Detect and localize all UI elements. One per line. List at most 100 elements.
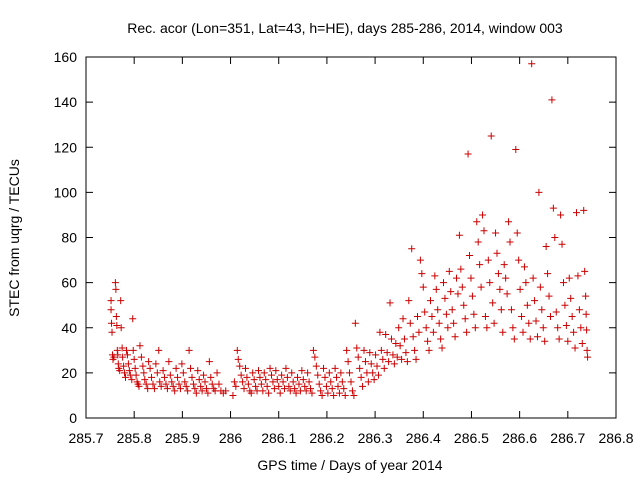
data-point (112, 312, 120, 320)
data-point (269, 378, 277, 386)
data-point (545, 292, 553, 300)
data-point (431, 272, 439, 280)
axis-ticks (85, 56, 617, 419)
data-point (536, 283, 544, 291)
data-point (122, 346, 130, 354)
data-point (200, 371, 208, 379)
data-point (415, 328, 423, 336)
data-point (141, 376, 149, 384)
data-point (243, 373, 251, 381)
data-point (318, 391, 326, 399)
data-point (422, 324, 430, 332)
tick-labels: 285.7 285.8 285.9 286 286.1 286.2 286.3 286.4 28… (54, 49, 634, 446)
data-point (373, 362, 381, 370)
data-point (215, 380, 223, 388)
y-tick-label: 100 (54, 184, 78, 200)
data-point (489, 299, 497, 307)
data-point (146, 364, 154, 372)
data-point (424, 337, 432, 345)
data-point (121, 369, 129, 377)
data-point (575, 306, 583, 314)
data-point (582, 310, 590, 318)
data-point (558, 240, 566, 248)
data-point (129, 346, 137, 354)
data-point (132, 371, 140, 379)
data-point (171, 387, 179, 395)
data-point (241, 364, 249, 372)
data-point (561, 301, 569, 309)
data-point (273, 376, 281, 384)
data-point (140, 369, 148, 377)
data-point (179, 369, 187, 377)
data-point (438, 344, 446, 352)
data-point (389, 351, 397, 359)
data-point (483, 324, 491, 332)
data-point (117, 297, 125, 305)
y-tick-label: 40 (61, 320, 77, 336)
data-point (516, 285, 524, 293)
data-point (322, 382, 330, 390)
data-point (118, 344, 126, 352)
data-point (348, 387, 356, 395)
data-point (198, 387, 206, 395)
data-point (399, 315, 407, 323)
data-point (129, 315, 137, 323)
data-point (522, 279, 530, 287)
data-point (289, 378, 297, 386)
x-tick-label: 285.8 (117, 430, 152, 446)
data-point (369, 369, 377, 377)
data-point (168, 378, 176, 386)
data-point (176, 385, 184, 393)
data-point (247, 389, 255, 397)
data-point (142, 380, 150, 388)
data-point (108, 328, 116, 336)
data-point (361, 358, 369, 366)
data-point (341, 391, 349, 399)
data-point (165, 358, 173, 366)
data-point (382, 331, 390, 339)
data-point (528, 60, 536, 68)
data-point (295, 380, 303, 388)
data-point (492, 229, 500, 237)
data-point (544, 270, 552, 278)
data-point (486, 279, 494, 287)
x-tick-label: 285.9 (165, 430, 200, 446)
data-point (152, 360, 160, 368)
data-point (584, 353, 592, 361)
data-point (460, 301, 468, 309)
data-point (393, 353, 401, 361)
data-point (185, 346, 193, 354)
data-point (281, 385, 289, 393)
data-point (311, 353, 319, 361)
data-point (538, 306, 546, 314)
data-point (367, 360, 375, 368)
y-tick-label: 0 (69, 410, 77, 426)
data-point (174, 373, 182, 381)
data-point (428, 312, 436, 320)
data-point (163, 385, 171, 393)
data-point (370, 376, 378, 384)
data-point (444, 324, 452, 332)
y-tick-label: 140 (54, 94, 78, 110)
data-point (555, 335, 563, 343)
data-point (357, 373, 365, 381)
data-point (304, 369, 312, 377)
data-point (265, 389, 273, 397)
data-point (315, 380, 323, 388)
data-point (157, 382, 165, 390)
data-point (233, 346, 241, 354)
data-point (496, 285, 504, 293)
data-point (506, 238, 514, 246)
data-point (520, 263, 528, 271)
data-point (333, 373, 341, 381)
x-tick-label: 286.4 (406, 430, 441, 446)
data-point (379, 355, 387, 363)
data-point (144, 385, 152, 393)
data-point (155, 346, 163, 354)
data-point (405, 297, 413, 305)
data-point (148, 373, 156, 381)
data-point (432, 285, 440, 293)
data-point (442, 310, 450, 318)
chart-title: Rec. acor (Lon=351, Lat=43, h=HE), days … (127, 20, 563, 36)
data-point (510, 335, 518, 343)
